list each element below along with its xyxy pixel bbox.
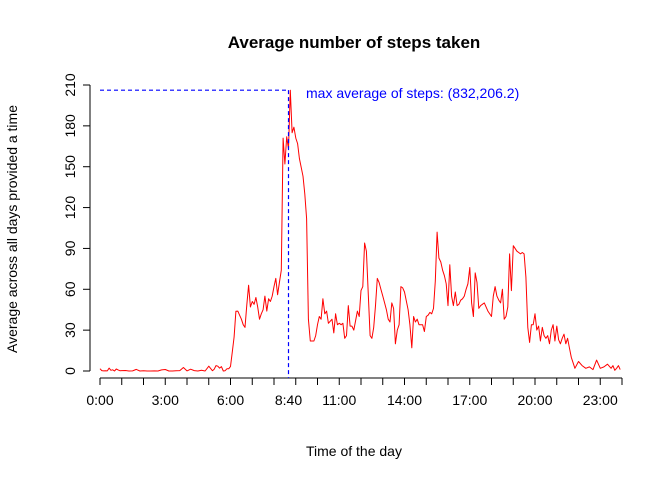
y-tick-label: 0 xyxy=(62,367,78,375)
max-annotation: max average of steps: (832,206.2) xyxy=(306,85,519,101)
plot-area: 0:00 3:00 6:00 8:40 11:00 14:00 17:00 20:00 23:0… xyxy=(62,73,623,408)
y-tick-label: 180 xyxy=(62,114,78,138)
y-tick-label: 120 xyxy=(62,196,78,220)
x-tick-label: 11:00 xyxy=(322,392,356,408)
x-tick-label: 20:00 xyxy=(517,392,552,408)
chart-title: Average number of steps taken xyxy=(228,33,481,52)
x-tick-label: 0:00 xyxy=(86,392,113,408)
x-tick-label: 8:40 xyxy=(275,392,302,408)
y-axis-label: Average across all days provided a time xyxy=(4,105,20,353)
y-tick-label: 60 xyxy=(62,281,78,297)
x-axis-label: Time of the day xyxy=(306,443,402,459)
x-tick-label: 6:00 xyxy=(217,392,244,408)
y-tick-label: 90 xyxy=(62,240,78,256)
x-tick-label: 23:00 xyxy=(583,392,618,408)
y-tick-label: 30 xyxy=(62,322,78,338)
y-tick-label: 150 xyxy=(62,155,78,179)
x-tick-label: 3:00 xyxy=(152,392,179,408)
y-tick-label: 210 xyxy=(62,73,78,97)
x-tick-label: 14:00 xyxy=(387,392,422,408)
x-tick-label: 17:00 xyxy=(452,392,487,408)
steps-series-line xyxy=(99,89,621,372)
